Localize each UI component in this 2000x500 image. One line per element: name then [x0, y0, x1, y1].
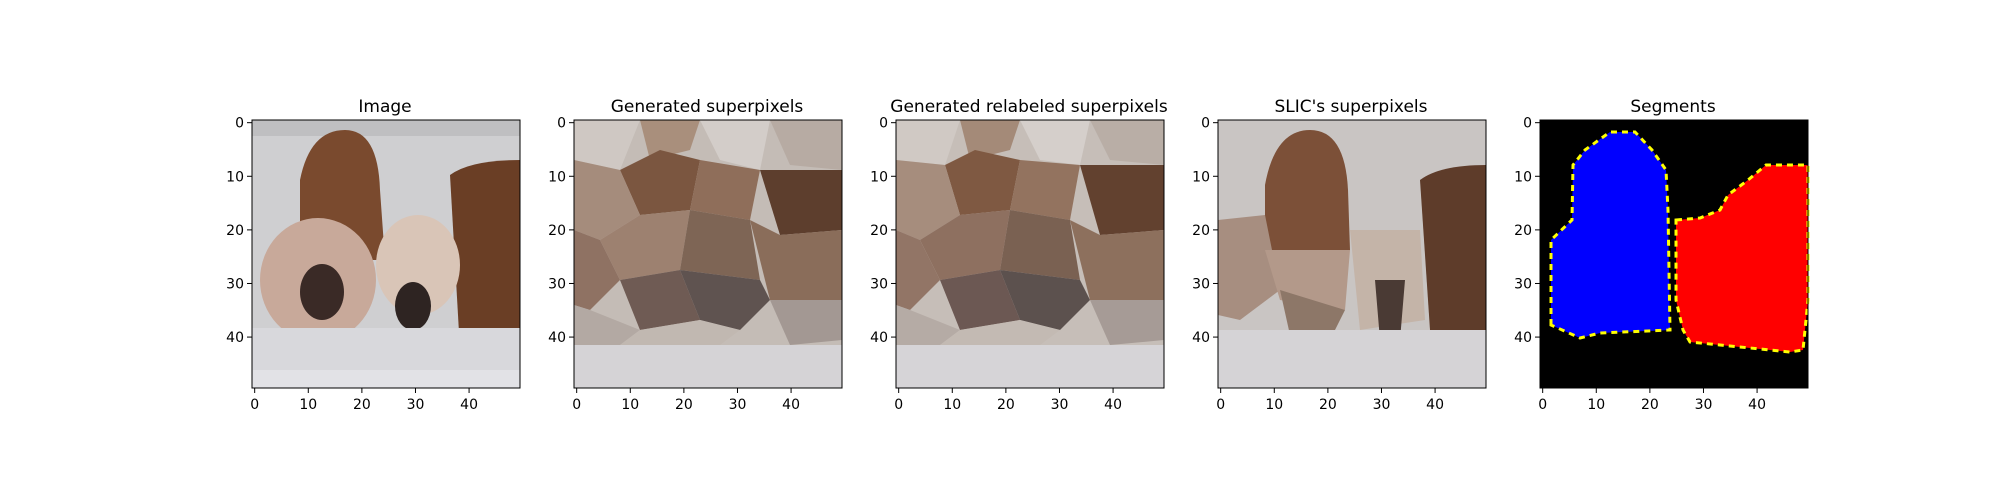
x-tick-label: 40: [1748, 397, 1766, 413]
x-tick-label: 0: [572, 397, 581, 413]
x-tick-label: 0: [894, 397, 903, 413]
y-tick-label: 40: [548, 330, 566, 346]
y-tick-label: 0: [1523, 116, 1532, 132]
y-tick-label: 20: [1192, 223, 1210, 239]
y-tick-label: 0: [235, 116, 244, 132]
x-tick-label: 30: [1373, 397, 1391, 413]
x-tick-label: 40: [1104, 397, 1122, 413]
y-tick-label: 40: [1192, 330, 1210, 346]
x-tick-label: 30: [1051, 397, 1069, 413]
x-tick-label: 40: [460, 397, 478, 413]
y-tick-label: 0: [1201, 116, 1210, 132]
panel-title: Generated relabeled superpixels: [890, 97, 1168, 117]
panel-title: Segments: [1630, 97, 1716, 117]
y-tick-label: 30: [548, 276, 566, 292]
image-content: [1218, 120, 1486, 388]
y-tick-label: 40: [1514, 330, 1532, 346]
y-tick-label: 20: [870, 223, 888, 239]
panel-slic-superpixels: SLIC's superpixels: [1217, 97, 1487, 389]
x-tick-label: 40: [1426, 397, 1444, 413]
y-tick-label: 40: [870, 330, 888, 346]
segment-right: [1674, 163, 1810, 354]
x-tick-label: 20: [675, 397, 693, 413]
panel-title: Image: [358, 97, 411, 117]
panel-title: Generated superpixels: [611, 97, 804, 117]
x-tick-label: 0: [250, 397, 259, 413]
x-tick-label: 0: [1216, 397, 1225, 413]
y-tick-label: 10: [1514, 169, 1532, 185]
y-tick-label: 30: [226, 276, 244, 292]
y-tick-label: 40: [226, 330, 244, 346]
y-tick-label: 10: [1192, 169, 1210, 185]
y-tick-label: 20: [548, 223, 566, 239]
y-tick-label: 30: [1192, 276, 1210, 292]
x-tick-label: 40: [782, 397, 800, 413]
axes-ticks: 0 10 20 30 40 0 10 20 30 40 0 10 20 30 40 0 10 20 30 40 0 10 2…: [226, 116, 1766, 413]
y-tick-label: 30: [870, 276, 888, 292]
y-tick-label: 10: [548, 169, 566, 185]
x-tick-label: 20: [1641, 397, 1659, 413]
image-content: [896, 120, 1164, 388]
y-tick-label: 20: [226, 223, 244, 239]
x-tick-label: 0: [1538, 397, 1547, 413]
x-tick-label: 30: [729, 397, 747, 413]
segment-left: [1549, 130, 1672, 340]
x-tick-label: 20: [353, 397, 371, 413]
x-tick-label: 20: [997, 397, 1015, 413]
x-tick-label: 20: [1319, 397, 1337, 413]
x-tick-label: 10: [1587, 397, 1605, 413]
panel-image: Image: [251, 97, 521, 389]
y-tick-label: 0: [557, 116, 566, 132]
panel-generated-superpixels: Generated superpixels: [573, 97, 843, 389]
x-tick-label: 10: [943, 397, 961, 413]
x-tick-label: 30: [407, 397, 425, 413]
panel-relabeled-superpixels: Generated relabeled superpixels: [890, 97, 1168, 389]
panel-segments: Segments: [1539, 97, 1810, 389]
image-content: [574, 120, 842, 388]
x-tick-label: 10: [299, 397, 317, 413]
y-tick-label: 20: [1514, 223, 1532, 239]
image-content: [252, 120, 520, 388]
x-tick-label: 10: [621, 397, 639, 413]
panel-title: SLIC's superpixels: [1274, 97, 1427, 117]
y-tick-label: 10: [226, 169, 244, 185]
y-tick-label: 0: [879, 116, 888, 132]
image-content: [1540, 120, 1810, 388]
y-tick-label: 30: [1514, 276, 1532, 292]
x-tick-label: 30: [1695, 397, 1713, 413]
y-tick-label: 10: [870, 169, 888, 185]
x-tick-label: 10: [1265, 397, 1283, 413]
